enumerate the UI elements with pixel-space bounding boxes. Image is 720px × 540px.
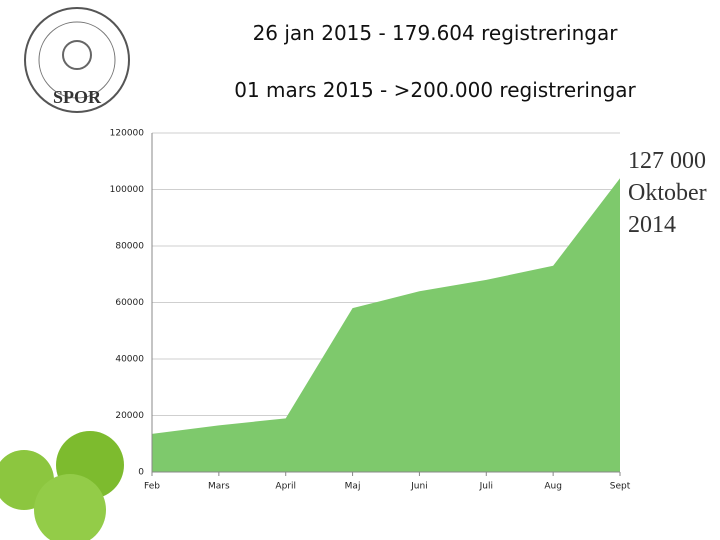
area	[152, 178, 620, 472]
y-tick-label: 60000	[115, 298, 144, 308]
logo-emblem	[62, 40, 92, 70]
x-tick-label: Juli	[479, 482, 493, 492]
annotation: 127 000 Oktober 2014	[628, 148, 707, 238]
chart-subtitle: 01 mars 2015 - >200.000 registreringar	[234, 78, 636, 102]
annotation-line: 2014	[628, 212, 676, 238]
x-tick-label: Juni	[410, 482, 428, 492]
x-tick-label: Maj	[345, 482, 361, 492]
y-tick-label: 120000	[110, 129, 145, 139]
y-tick-label: 100000	[110, 185, 145, 195]
chart-title: 26 jan 2015 - 179.604 registreringar	[253, 21, 619, 45]
x-tick-label: Sept	[610, 482, 631, 492]
apple	[34, 474, 106, 540]
annotation-line: 127 000	[628, 148, 706, 174]
y-tick-label: 0	[138, 468, 144, 478]
apples	[0, 431, 124, 540]
y-tick-label: 20000	[115, 411, 144, 421]
logo-text: SPOR	[53, 87, 102, 107]
logo-inner-ring	[38, 21, 116, 99]
logo-ring	[24, 7, 130, 113]
annotation-line: Oktober	[628, 180, 707, 206]
x-tick-label: Aug	[544, 482, 562, 492]
logo: SPOR	[24, 7, 130, 113]
x-tick-label: Mars	[208, 482, 230, 492]
y-tick-label: 40000	[115, 355, 144, 365]
x-tick-label: Feb	[144, 482, 160, 492]
x-tick-label: April	[275, 482, 296, 492]
y-tick-label: 80000	[115, 242, 144, 252]
